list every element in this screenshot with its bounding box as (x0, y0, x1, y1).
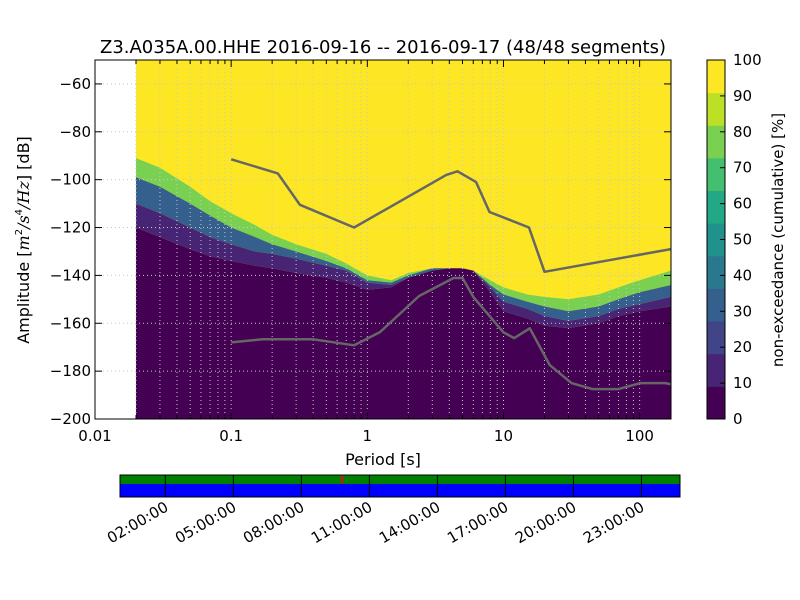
timeline-tick-label: 11:00:00 (308, 498, 375, 547)
colorbar-tick-label: 30 (733, 302, 752, 320)
colorbar-tick-label: 90 (733, 87, 752, 105)
colorbar-segment (707, 223, 725, 257)
new-high-noise-model-line (230, 158, 671, 274)
colorbar-segment (707, 92, 725, 126)
colorbar-tick-label: 40 (733, 266, 752, 284)
colorbar-segment (707, 255, 725, 289)
y-tick-label: −100 (50, 171, 91, 189)
colorbar-segments (707, 60, 725, 420)
colorbar-label: non-exceedance (cumulative) [%] (769, 113, 787, 367)
y-tick-label: −140 (50, 266, 91, 284)
x-axis-ticks: 0.01 0.1 1 10 100 (78, 60, 654, 445)
y-axis-ticks: −60 −80 −100 −120 −140 −160 −180 −200 (50, 75, 671, 428)
colorbar-segment (707, 60, 725, 94)
x-axis-label: Period [s] (345, 450, 421, 469)
plot-frame (94, 59, 672, 420)
chart-title: Z3.A035A.00.HHE 2016-09-16 -- 2016-09-17… (100, 37, 666, 58)
colorbar-ticks: 0 10 20 30 40 50 60 70 80 90 100 (720, 51, 762, 428)
x-tick-label: 0.1 (219, 427, 243, 445)
y-tick-label: −60 (59, 75, 91, 93)
timeline: 02:00:00 05:00:00 08:00:00 11:00:00 14:00:00… (104, 474, 681, 547)
y-axis-label-sup4: 4 (14, 209, 25, 215)
colorbar-segment (707, 386, 725, 420)
colorbar-tick-label: 60 (733, 195, 752, 213)
heatmap-band-upper (136, 158, 671, 312)
y-axis-label-suffix: ] [dB] (14, 136, 33, 181)
colorbar-segment (707, 321, 725, 355)
new-low-noise-model-line (231, 276, 671, 391)
y-axis-label: Amplitude [m2/s4/Hz] [dB] (14, 136, 33, 344)
y-tick-label: −200 (50, 410, 91, 428)
x-tick-label: 10 (494, 427, 513, 445)
y-axis-label-prefix: Amplitude [ (14, 250, 33, 343)
timeline-stream-bar (120, 484, 680, 497)
noise-models (230, 158, 671, 391)
heatmap-band-lower (136, 203, 671, 329)
colorbar-tick-label: 50 (733, 231, 752, 249)
timeline-tick-label: 17:00:00 (444, 498, 511, 547)
colorbar-segment (707, 157, 725, 192)
timeline-tick-label: 02:00:00 (104, 498, 171, 547)
colorbar-segment (707, 288, 725, 322)
colorbar-tick-label: 10 (733, 374, 752, 392)
y-tick-label: −80 (59, 123, 91, 141)
colorbar-tick-label: 20 (733, 338, 752, 356)
timeline-gap-marker (340, 476, 344, 483)
grid-lines (95, 60, 671, 419)
colorbar-segment (707, 125, 725, 159)
psd-heatmap (135, 60, 671, 419)
y-axis-label-sup2: 2 (14, 229, 25, 235)
y-tick-label: −160 (50, 314, 91, 332)
y-tick-label: −180 (50, 362, 91, 380)
timeline-coverage-bar (120, 475, 680, 484)
x-tick-label: 0.01 (78, 427, 111, 445)
plot-area: 0.01 0.1 1 10 100 −60 −80 −100 −120 −140 −160 −180… (50, 59, 672, 445)
colorbar-segment (707, 190, 725, 224)
heatmap-band-middle (136, 177, 671, 321)
timeline-tick-label: 05:00:00 (172, 498, 239, 547)
y-axis-label-s: /s (14, 215, 33, 231)
y-axis-label-m: m (14, 235, 33, 250)
x-tick-label: 100 (625, 427, 654, 445)
y-axis-label-hz: /Hz (14, 181, 33, 211)
colorbar-tick-label: 0 (733, 410, 743, 428)
x-tick-label: 1 (363, 427, 373, 445)
timeline-tick-label: 08:00:00 (240, 498, 307, 547)
colorbar-segment (707, 353, 725, 387)
colorbar-tick-label: 100 (733, 51, 762, 69)
timeline-tick-label: 20:00:00 (512, 498, 579, 547)
timeline-tick-label: 14:00:00 (376, 498, 443, 547)
y-tick-label: −120 (50, 219, 91, 237)
timeline-frame (119, 474, 681, 498)
colorbar-tick-label: 70 (733, 159, 752, 177)
timeline-tick-label: 23:00:00 (580, 498, 647, 547)
colorbar-tick-label: 80 (733, 123, 752, 141)
colorbar: 0 10 20 30 40 50 60 70 80 90 100 non-exceedance (c… (706, 51, 787, 428)
